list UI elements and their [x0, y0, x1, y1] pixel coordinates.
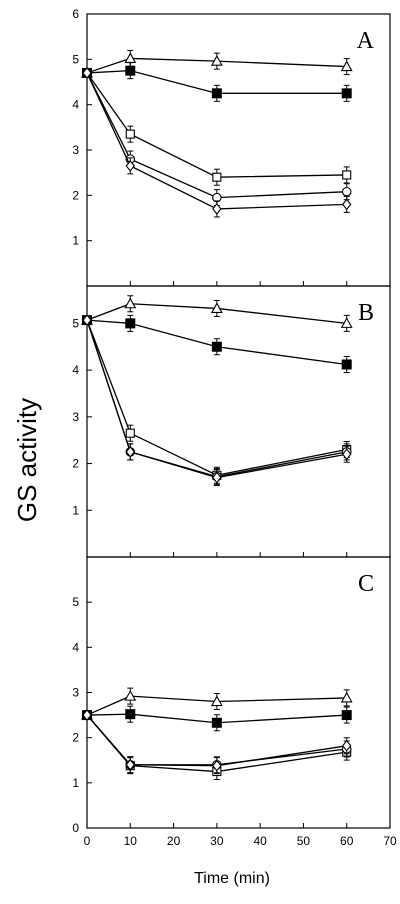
data-point-square-filled: [341, 359, 352, 370]
data-point-square-filled: [125, 65, 136, 76]
y-tick-label: 2: [72, 731, 79, 745]
x-tick-label: 50: [297, 834, 311, 848]
panel-frame: [86, 13, 391, 287]
y-tick-label: 1: [72, 234, 79, 248]
y-tick-label: 5: [72, 595, 79, 609]
x-tick-label: 40: [253, 834, 267, 848]
y-tick-label: 5: [72, 52, 79, 66]
series-line-square-filled: [86, 70, 347, 94]
panel-label: C: [358, 571, 374, 597]
x-tick-label: 20: [167, 834, 181, 848]
series-line-triangle-open: [86, 303, 347, 325]
series-line-square-open: [86, 72, 347, 178]
y-axis-title: GS activity: [12, 398, 42, 522]
panel-frame: [86, 556, 391, 829]
y-tick-label: 2: [72, 457, 79, 471]
data-point-triangle-open: [210, 695, 223, 707]
data-point-diamond-open: [125, 159, 135, 172]
x-tick-label: 0: [84, 834, 91, 848]
y-tick-label: 4: [72, 363, 79, 377]
data-point-triangle-open: [340, 691, 353, 703]
y-tick-label: 0: [72, 821, 79, 835]
data-point-triangle-open: [210, 55, 223, 66]
y-tick-label: 2: [72, 188, 79, 202]
data-point-triangle-open: [340, 317, 353, 328]
panel-label: B: [358, 300, 374, 326]
data-point-triangle-open: [124, 689, 137, 701]
data-point-square-filled: [211, 341, 222, 352]
data-point-diamond-open: [342, 198, 352, 211]
data-point-diamond-open: [82, 67, 92, 79]
series-line-diamond-open: [86, 72, 347, 210]
series-line-square-filled: [86, 319, 347, 366]
x-tick-label: 30: [210, 834, 224, 848]
panel-A: 1 2 3 4 5 6 A: [72, 7, 391, 287]
data-point-square-filled: [341, 88, 352, 99]
y-tick-label: 4: [72, 640, 79, 654]
data-point-diamond-open: [212, 471, 222, 484]
x-tick-label: 60: [340, 834, 354, 848]
series-line-triangle-open: [86, 695, 347, 716]
panel-B: 1 2 3 4 5 B: [72, 285, 391, 558]
series-line-diamond-open: [86, 714, 347, 767]
series-line-triangle-open: [86, 57, 347, 74]
data-point-square-filled: [341, 710, 352, 721]
data-point-square-filled: [125, 318, 136, 329]
y-tick-label: 1: [72, 776, 79, 790]
data-point-circle-open: [341, 186, 352, 197]
series-line-circle-open: [86, 72, 347, 199]
x-tick-label: 70: [383, 834, 397, 848]
data-point-triangle-open: [340, 60, 353, 72]
data-point-square-open: [342, 170, 352, 180]
x-tick-label: 10: [124, 834, 138, 848]
data-point-diamond-open: [125, 445, 135, 458]
y-tick-label: 6: [72, 7, 79, 21]
data-point-diamond-open: [125, 758, 135, 771]
series-line-square-filled: [86, 713, 347, 724]
data-point-triangle-open: [124, 297, 137, 309]
data-point-square-open: [212, 172, 222, 182]
data-point-diamond-open: [212, 203, 222, 215]
series-line-square-open: [86, 319, 347, 476]
data-point-diamond-open: [82, 709, 92, 721]
panel-label: A: [357, 28, 375, 54]
panel-C: 0 1 2 3 4 5 C 0 10 20 30 40 50 60 70: [72, 556, 397, 848]
y-tick-label: 3: [72, 410, 79, 424]
data-point-square-filled: [125, 709, 136, 720]
data-point-triangle-open: [210, 302, 223, 313]
y-tick-label: 5: [72, 316, 79, 330]
y-tick-label: 4: [72, 98, 79, 112]
data-point-diamond-open: [212, 759, 222, 772]
data-point-diamond-open: [342, 739, 352, 752]
data-point-square-filled: [211, 717, 222, 728]
series-line-diamond-open: [86, 319, 347, 479]
y-tick-label: 1: [72, 503, 79, 517]
data-point-square-open: [125, 129, 135, 139]
data-point-square-filled: [211, 88, 222, 99]
data-point-square-open: [125, 428, 135, 438]
panels: 1 2 3 4 5 6 A 1 2 3 4 5 B 0 1 2 3 4 5 C 0 10 20 30 40 50 60 70: [72, 7, 397, 848]
y-tick-label: 3: [72, 143, 79, 157]
data-point-diamond-open: [82, 314, 92, 326]
x-axis-title: Time (min): [194, 870, 270, 887]
y-tick-label: 3: [72, 686, 79, 700]
data-point-diamond-open: [342, 448, 352, 461]
